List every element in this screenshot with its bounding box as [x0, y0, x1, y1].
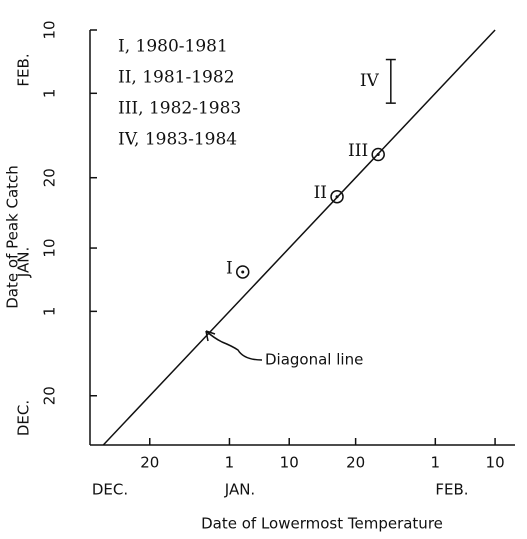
x-tick-label: 10: [486, 454, 505, 472]
y-tick-label: 20: [41, 168, 59, 187]
y-axis-label: Date of Peak Catch: [4, 165, 22, 309]
point-center: [241, 270, 245, 274]
point-center: [335, 195, 339, 199]
y-tick-label: 1: [41, 89, 59, 99]
point-label: III: [348, 141, 368, 161]
legend-entry: IV, 1983-1984: [118, 130, 237, 150]
legend-entry: II, 1981-1982: [118, 68, 235, 88]
point-label: II: [314, 183, 327, 203]
y-month-label: DEC.: [15, 400, 33, 436]
x-tick-label: 20: [346, 454, 365, 472]
x-tick-label: 10: [280, 454, 299, 472]
x-axis-label: Date of Lowermost Temperature: [201, 515, 443, 533]
point: [371, 147, 385, 162]
annotation: Diagonal line: [265, 351, 363, 369]
y-tick-label: 10: [41, 20, 59, 39]
y-tick-label: 10: [41, 239, 59, 258]
point: [330, 189, 344, 204]
y-month-label: FEB.: [15, 53, 33, 86]
x-month-label: JAN.: [224, 481, 255, 499]
y-tick-label: 1: [41, 307, 59, 317]
point-center: [376, 153, 380, 156]
range-label: IV: [360, 71, 380, 91]
annotation-arrow: [205, 330, 263, 361]
point-label: I: [226, 258, 233, 278]
x-tick-label: 20: [140, 454, 159, 472]
y-month-label: JAN.: [15, 247, 33, 278]
point: [235, 265, 250, 279]
x-tick-label: 1: [431, 454, 441, 472]
x-month-label: FEB.: [435, 481, 468, 499]
x-tick-label: 1: [225, 454, 235, 472]
legend-entry: I, 1980-1981: [118, 37, 228, 57]
legend-entry: III, 1982-1983: [118, 99, 241, 119]
y-tick-label: 20: [41, 386, 59, 405]
x-month-label: DEC.: [92, 481, 128, 499]
diagonal-line: [102, 29, 496, 446]
